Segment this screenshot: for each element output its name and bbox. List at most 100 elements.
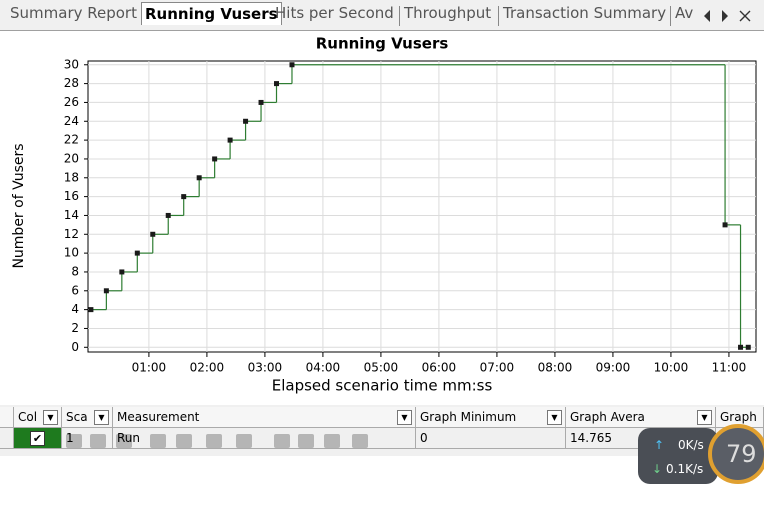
x-tick-label: 03:00 <box>248 361 283 375</box>
table-cell: 0 <box>416 428 566 449</box>
toolbar-button[interactable] <box>236 434 252 448</box>
download-speed: 0.1K/s <box>666 462 704 476</box>
toolbar-button[interactable] <box>352 434 368 448</box>
chart-title: Running Vusers <box>316 35 449 53</box>
y-tick-label: 22 <box>64 133 79 147</box>
column-header[interactable]: Sca ▼ <box>62 407 113 428</box>
network-widget: ↑ 0K/s ↓ 0.1K/s <box>638 428 718 484</box>
x-tick-label: 02:00 <box>190 361 225 375</box>
y-tick-label: 28 <box>64 76 79 90</box>
column-title: Measurement <box>117 410 200 424</box>
cpu-ring: 79 <box>708 424 764 484</box>
tab-scroll-icons <box>704 10 751 22</box>
plot-area <box>87 60 757 353</box>
x-tick-label: 11:00 <box>712 361 747 375</box>
x-tick-label: 05:00 <box>364 361 399 375</box>
toolbar-button[interactable] <box>90 434 106 448</box>
column-title: Graph Minimum <box>420 410 517 424</box>
toolbar-button[interactable] <box>66 434 82 448</box>
point-marker <box>181 194 187 200</box>
point-marker <box>722 222 728 228</box>
point-marker <box>274 81 280 87</box>
column-title: Graph <box>720 410 757 424</box>
point-marker <box>165 212 171 218</box>
y-tick-label: 30 <box>64 57 79 71</box>
y-tick-label: 26 <box>64 95 79 109</box>
dropdown-button[interactable]: ▼ <box>94 410 109 425</box>
x-tick-label: 10:00 <box>654 361 689 375</box>
tab[interactable]: Av <box>675 4 694 22</box>
y-tick-label: 6 <box>71 283 79 297</box>
toolbar-button[interactable] <box>116 434 132 448</box>
point-marker <box>738 344 744 350</box>
dropdown-button[interactable]: ▼ <box>547 410 562 425</box>
y-tick-label: 4 <box>71 302 79 316</box>
point-marker <box>88 307 94 313</box>
point-marker <box>196 175 202 181</box>
column-title: Sca <box>66 410 88 424</box>
toolbar-button[interactable] <box>274 434 290 448</box>
point-marker <box>150 231 156 237</box>
x-tick-label: 04:00 <box>306 361 341 375</box>
table-cell: 1 <box>62 428 113 449</box>
tab[interactable]: Transaction Summary <box>503 4 667 22</box>
point-marker <box>227 137 233 143</box>
toolbar-button[interactable] <box>298 434 314 448</box>
tab[interactable]: Running Vusers <box>141 2 282 25</box>
upload-speed: 0K/s <box>678 438 704 452</box>
toolbar-button[interactable] <box>150 434 166 448</box>
column-header[interactable]: Col ▼ <box>14 407 62 428</box>
row-header <box>0 428 14 449</box>
point-marker <box>103 288 109 294</box>
checkbox[interactable]: ✔ <box>30 431 45 446</box>
y-tick-label: 20 <box>64 151 79 165</box>
chart: Running Vusers Elapsed scenario time mm:… <box>0 31 764 405</box>
dropdown-button[interactable]: ▼ <box>697 410 712 425</box>
row-header-icon <box>0 407 14 428</box>
legend-panel: Legend⊥ ✕ Col▼Sca▼Measurement▼Graph Mini… <box>0 407 764 515</box>
tab-separator <box>399 6 400 26</box>
toolbar-button[interactable] <box>176 434 192 448</box>
point-marker <box>119 269 125 275</box>
tab[interactable]: Throughput <box>404 4 492 22</box>
x-tick-label: 08:00 <box>538 361 573 375</box>
y-tick-label: 0 <box>71 340 79 354</box>
x-tick-label: 06:00 <box>422 361 457 375</box>
point-marker <box>243 118 249 124</box>
tab[interactable]: Hits per Second <box>275 4 394 22</box>
y-axis-label: Number of Vusers <box>11 143 27 268</box>
y-tick-label: 18 <box>64 170 79 184</box>
tab[interactable]: Summary Report <box>10 4 137 22</box>
up-arrow: ↑ <box>654 438 665 452</box>
x-tick-label: 09:00 <box>596 361 631 375</box>
color-cell[interactable]: ✔ <box>14 428 62 449</box>
x-tick-label: 01:00 <box>132 361 167 375</box>
x-axis-label: Elapsed scenario time mm:ss <box>272 377 493 395</box>
toolbar-button[interactable] <box>206 434 222 448</box>
dropdown-button[interactable]: ▼ <box>43 410 58 425</box>
point-marker <box>289 62 295 68</box>
column-header[interactable]: Graph Minimum ▼ <box>416 407 566 428</box>
y-tick-label: 12 <box>64 227 79 241</box>
column-header[interactable]: Measurement ▼ <box>113 407 416 428</box>
point-marker <box>212 156 218 162</box>
point-marker <box>134 250 140 256</box>
y-tick-label: 8 <box>71 264 79 278</box>
x-tick-label: 07:00 <box>480 361 515 375</box>
y-tick-label: 16 <box>64 189 79 203</box>
y-tick-label: 24 <box>64 114 79 128</box>
tab-separator <box>670 6 671 26</box>
point-marker <box>258 99 264 105</box>
y-tick-label: 10 <box>64 246 79 260</box>
tab-bar: Summary Report Running Vusers Hits per Sec… <box>0 0 764 31</box>
point-marker <box>745 344 751 350</box>
column-header[interactable]: Graph Avera ▼ <box>566 407 716 428</box>
toolbar <box>0 428 764 456</box>
down-arrow: ↓ <box>652 462 663 476</box>
column-header[interactable]: Graph <box>716 407 764 428</box>
dropdown-button[interactable]: ▼ <box>397 410 412 425</box>
cpu-percent: 79 <box>726 440 757 468</box>
table-cell: Run <box>113 428 416 449</box>
toolbar-button[interactable] <box>324 434 340 448</box>
